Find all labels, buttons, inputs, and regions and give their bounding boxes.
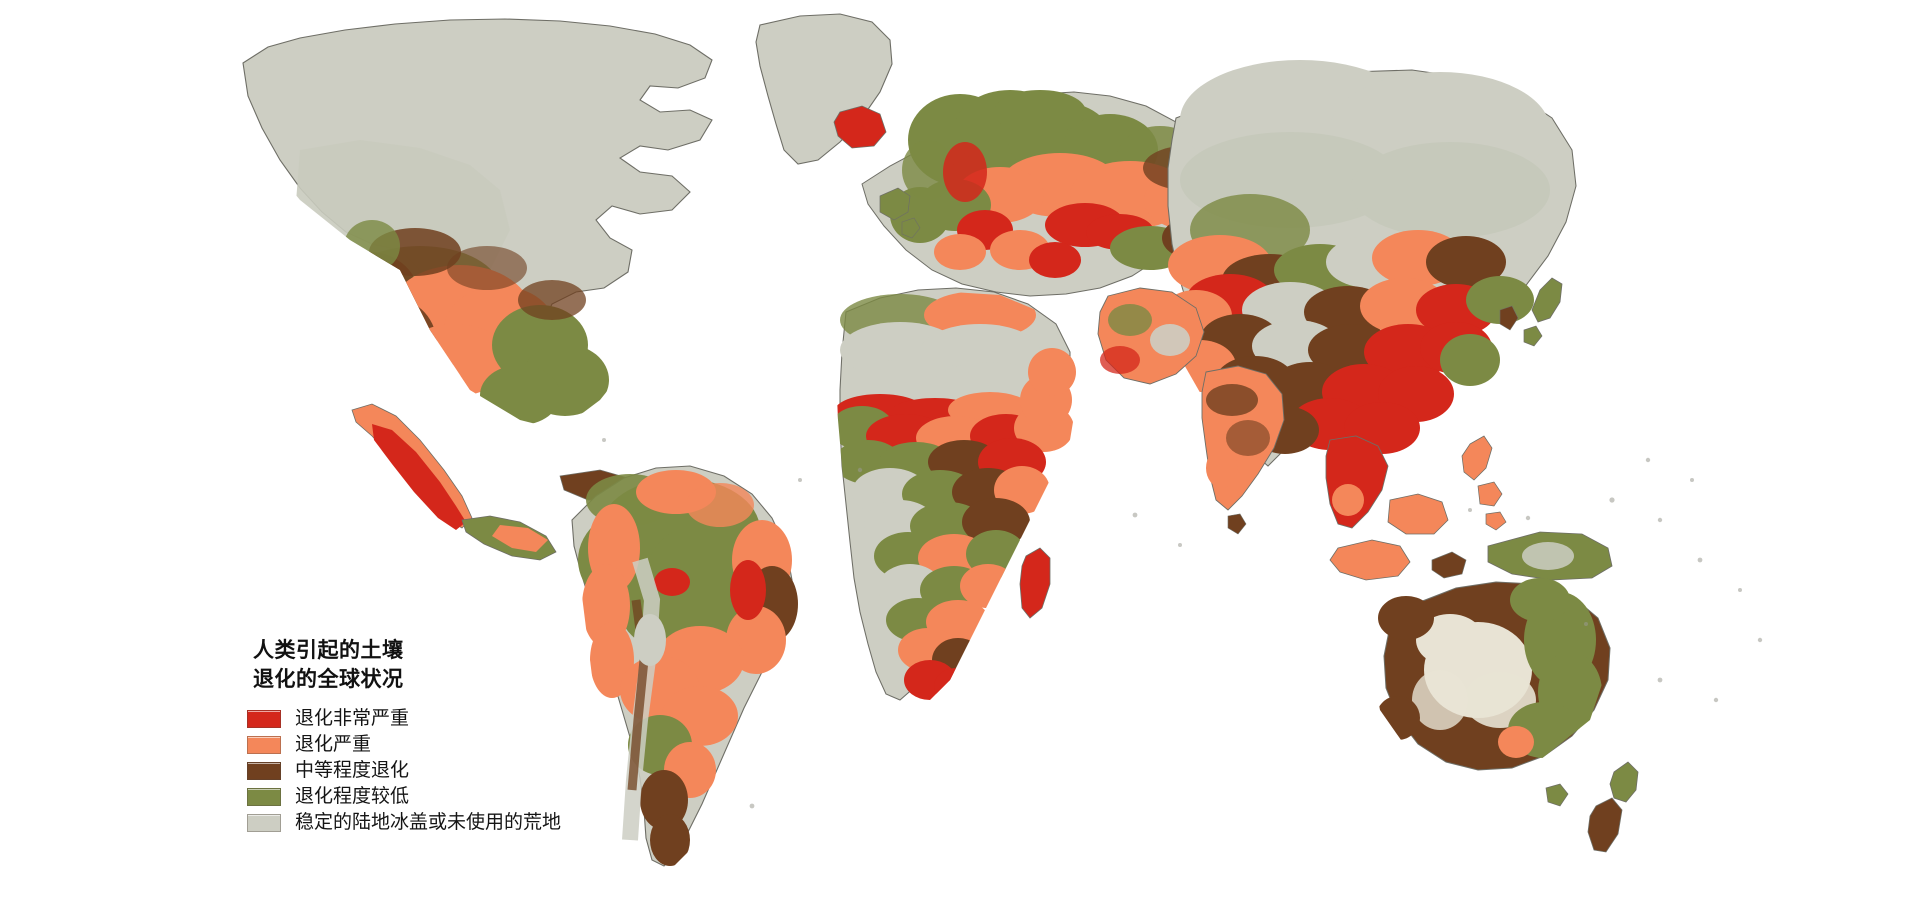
region-asia bbox=[1097, 60, 1577, 535]
legend-label-very-severe: 退化非常严重 bbox=[295, 708, 410, 729]
legend-label-low: 退化程度较低 bbox=[295, 786, 410, 807]
legend-label-severe: 退化严重 bbox=[295, 734, 372, 755]
region-madagascar bbox=[1019, 547, 1051, 619]
region-iceland bbox=[833, 105, 887, 149]
legend-swatch-low bbox=[247, 788, 281, 806]
legend-item-stable-or-unused[interactable]: 稳定的陆地冰盖或未使用的荒地 bbox=[247, 810, 805, 836]
legend-swatch-stable-or-unused bbox=[247, 814, 281, 832]
legend-item-very-severe[interactable]: 退化非常严重 bbox=[247, 706, 805, 732]
region-africa bbox=[835, 287, 1076, 704]
region-south-america bbox=[571, 465, 798, 867]
region-greenland bbox=[755, 13, 893, 165]
scattered-islands bbox=[602, 438, 1763, 809]
legend-swatch-moderate bbox=[247, 762, 281, 780]
legend-title: 人类引起的土壤 退化的全球状况 bbox=[253, 639, 404, 691]
region-europe bbox=[861, 90, 1236, 297]
region-australia bbox=[1376, 578, 1611, 807]
legend-swatch-severe bbox=[247, 736, 281, 754]
legend-swatch-very-severe bbox=[247, 710, 281, 728]
legend-item-severe[interactable]: 退化严重 bbox=[247, 732, 805, 758]
legend-label-stable-or-unused: 稳定的陆地冰盖或未使用的荒地 bbox=[295, 812, 562, 833]
map-legend: 人类引起的土壤 退化的全球状况 退化非常严重 退化严重 中等程度退化 退化程度较… bbox=[245, 636, 805, 836]
region-new-zealand bbox=[1587, 761, 1639, 853]
region-maritime-southeast-asia bbox=[1329, 435, 1613, 581]
legend-items: 退化非常严重 退化严重 中等程度退化 退化程度较低 稳定的陆地冰盖或未使用的荒地 bbox=[247, 706, 805, 836]
legend-item-moderate[interactable]: 中等程度退化 bbox=[247, 758, 805, 784]
legend-item-low[interactable]: 退化程度较低 bbox=[247, 784, 805, 810]
legend-label-moderate: 中等程度退化 bbox=[295, 760, 410, 781]
